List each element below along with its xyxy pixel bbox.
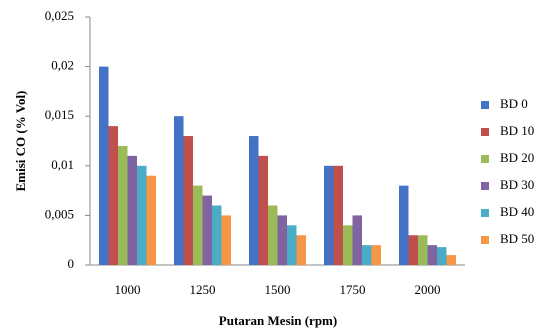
bar xyxy=(296,235,306,265)
bar xyxy=(408,235,418,265)
bar xyxy=(174,116,184,265)
bar xyxy=(333,165,343,265)
bar xyxy=(212,205,222,265)
bar xyxy=(362,245,372,265)
legend-label: BD 0 xyxy=(500,96,528,111)
bar xyxy=(352,215,362,265)
bar xyxy=(258,155,268,265)
x-tick-label: 1000 xyxy=(115,282,141,297)
bar xyxy=(446,255,456,265)
x-axis-title: Putaran Mesin (rpm) xyxy=(219,313,337,328)
x-tick-label: 1500 xyxy=(265,282,291,297)
legend-label: BD 50 xyxy=(500,231,534,246)
legend-swatch xyxy=(481,236,489,244)
bar xyxy=(146,175,156,265)
legend-swatch xyxy=(481,155,489,163)
x-tick-label: 2000 xyxy=(415,282,441,297)
bar xyxy=(287,225,297,265)
bar xyxy=(249,136,259,265)
y-tick-label: 0,025 xyxy=(45,8,74,23)
y-tick-label: 0,005 xyxy=(45,206,74,221)
bar xyxy=(202,195,212,265)
legend-label: BD 20 xyxy=(500,150,534,165)
legend-label: BD 30 xyxy=(500,177,534,192)
y-tick-label: 0 xyxy=(68,256,75,271)
x-tick-label: 1750 xyxy=(340,282,366,297)
bar xyxy=(137,165,147,265)
bar xyxy=(343,225,353,265)
bar xyxy=(437,247,447,265)
bar xyxy=(183,136,193,265)
bar xyxy=(324,165,334,265)
legend-label: BD 40 xyxy=(500,204,534,219)
bar xyxy=(268,205,278,265)
legend-swatch xyxy=(481,209,489,217)
bar xyxy=(427,245,437,265)
bar xyxy=(127,155,137,265)
bar xyxy=(108,126,118,266)
bar xyxy=(277,215,287,265)
bar xyxy=(118,145,128,265)
bar xyxy=(399,185,409,265)
y-axis-title: Emisi CO (% Vol) xyxy=(13,91,28,192)
y-tick-label: 0,015 xyxy=(45,107,74,122)
bar xyxy=(371,245,381,265)
y-tick-label: 0,02 xyxy=(51,58,74,73)
bar xyxy=(221,215,231,265)
x-tick-label: 1250 xyxy=(190,282,216,297)
legend-label: BD 10 xyxy=(500,123,534,138)
bar xyxy=(418,235,428,265)
legend-swatch xyxy=(481,101,489,109)
bar xyxy=(193,185,203,265)
bar xyxy=(99,66,109,265)
legend-swatch xyxy=(481,182,489,190)
y-tick-label: 0,01 xyxy=(51,157,74,172)
legend-swatch xyxy=(481,128,489,136)
